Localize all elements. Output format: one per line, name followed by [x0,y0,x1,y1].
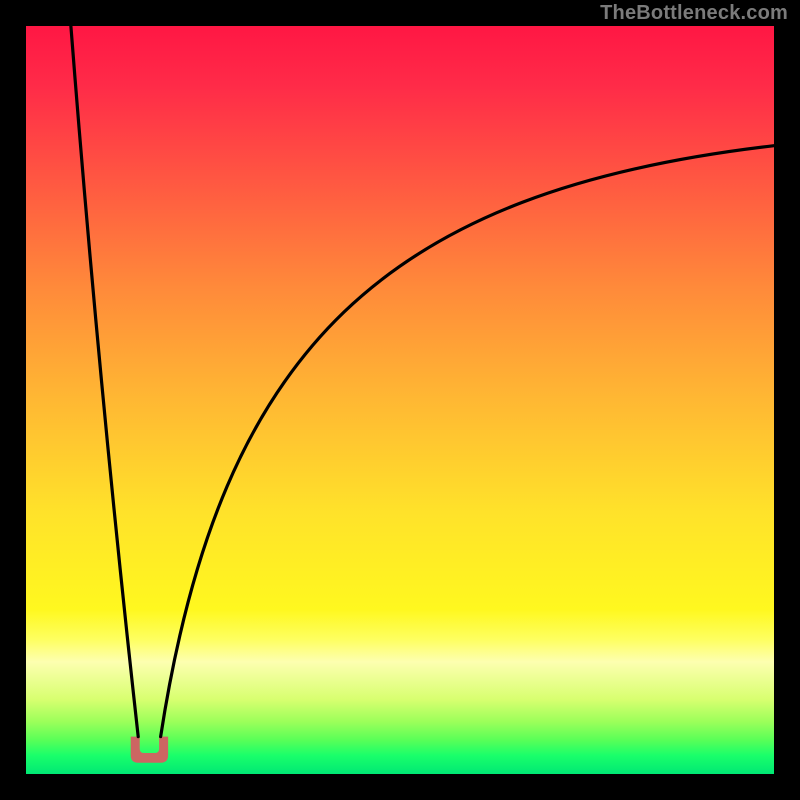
chart-frame: TheBottleneck.com [0,0,800,800]
plot-background [26,26,774,774]
bottleneck-chart [0,0,800,800]
watermark-text: TheBottleneck.com [600,2,788,25]
